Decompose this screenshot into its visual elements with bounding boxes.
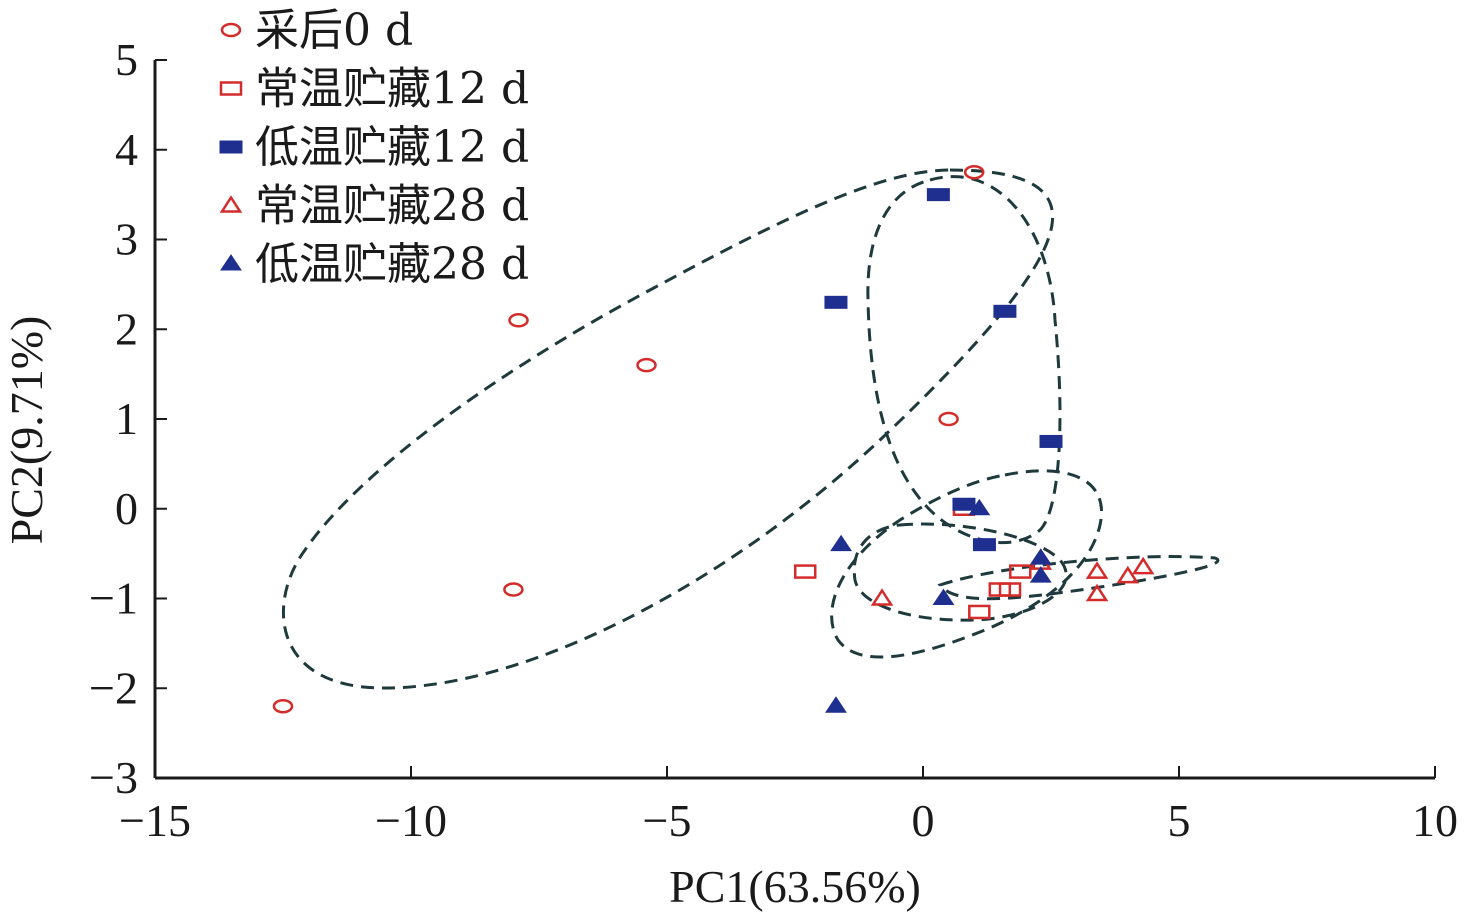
data-point	[932, 588, 955, 605]
legend-marker	[219, 81, 243, 96]
legend-marker	[220, 22, 242, 38]
data-point	[926, 188, 950, 202]
legend-label: 低温贮藏28 d	[255, 239, 529, 290]
x-tick-label: −5	[643, 795, 692, 846]
y-tick-label: 5	[115, 34, 138, 85]
series-3	[824, 188, 1063, 552]
legend-marker	[220, 254, 242, 271]
y-tick-label: 2	[115, 303, 138, 354]
data-point	[968, 604, 991, 620]
legend: 采后0 d 常温贮藏12 d 低温贮藏12 d 常温贮藏28 d 低温贮藏28 d	[219, 5, 529, 290]
y-tick-label: 3	[115, 214, 138, 265]
data-point	[963, 164, 985, 180]
legend-item: 常温贮藏12 d	[219, 64, 529, 115]
ellipse-low-temp-28d	[830, 469, 1103, 659]
y-tick-label: −1	[89, 573, 138, 624]
data-point	[972, 538, 996, 552]
data-point	[508, 313, 529, 328]
legend-label: 采后0 d	[255, 5, 413, 56]
data-point	[830, 534, 853, 552]
data-point	[938, 411, 959, 427]
ellipse-normal-temp-28d	[937, 555, 1220, 601]
data-point	[1039, 434, 1063, 448]
legend-item: 低温贮藏12 d	[219, 122, 529, 173]
series-5	[825, 498, 1052, 713]
legend-label: 常温贮藏28 d	[255, 181, 529, 232]
data-point	[1029, 548, 1052, 565]
ellipse-low-temp-12d	[866, 175, 1062, 545]
x-tick-label: −15	[119, 795, 191, 846]
data-point	[825, 696, 847, 713]
legend-item: 低温贮藏28 d	[220, 239, 529, 290]
series-2	[793, 501, 1032, 620]
y-tick-label: 4	[115, 124, 138, 175]
legend-label: 低温贮藏12 d	[255, 122, 529, 173]
y-axis-title: PC2(9.71%)	[1, 316, 52, 545]
legend-marker	[219, 195, 243, 213]
data-point	[503, 582, 524, 597]
legend-item: 常温贮藏28 d	[219, 181, 529, 232]
data-point	[824, 295, 848, 309]
data-point	[993, 304, 1017, 318]
data-point	[272, 698, 294, 714]
x-axis-title: PC1(63.56%)	[669, 861, 921, 912]
x-tick-label: −10	[375, 795, 447, 846]
data-point	[1085, 583, 1109, 602]
legend-item: 采后0 d	[220, 5, 413, 56]
ellipse-normal-temp-12d	[852, 522, 1068, 622]
data-point	[968, 498, 991, 516]
data-point	[1116, 565, 1140, 584]
y-tick-label: −2	[89, 662, 138, 713]
data-point	[998, 582, 1022, 597]
data-point	[1009, 564, 1032, 579]
legend-label: 常温贮藏12 d	[255, 64, 529, 115]
y-tick-label: 0	[115, 483, 138, 534]
data-point	[793, 564, 817, 579]
data-points	[272, 164, 1155, 714]
data-point	[1131, 556, 1155, 575]
legend-marker	[219, 140, 243, 154]
data-point	[870, 588, 894, 606]
x-tick-label: 10	[1412, 795, 1458, 846]
data-point	[1085, 561, 1109, 579]
y-tick-label: 1	[115, 393, 138, 444]
x-tick-label: 0	[912, 795, 935, 846]
y-tick-label: −3	[89, 752, 138, 803]
data-point	[1029, 566, 1052, 583]
x-tick-label: 5	[1168, 795, 1191, 846]
data-point	[636, 357, 657, 373]
series-1	[272, 164, 985, 714]
ellipse-harvest-0d	[281, 168, 1055, 690]
data-point	[952, 497, 976, 511]
